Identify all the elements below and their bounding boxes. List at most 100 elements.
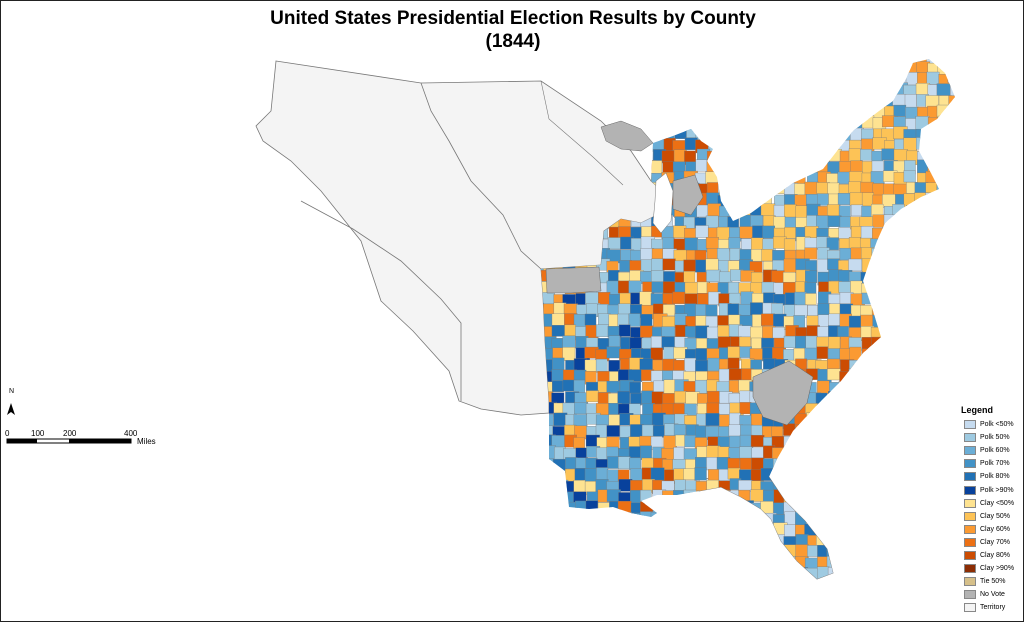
county-tile bbox=[697, 511, 709, 526]
county-tile bbox=[628, 71, 641, 85]
county-tile bbox=[915, 413, 928, 427]
county-tile bbox=[937, 545, 950, 560]
county-tile bbox=[608, 511, 621, 524]
county-tile bbox=[639, 291, 652, 306]
county-tile bbox=[848, 148, 862, 163]
county-tile bbox=[873, 557, 887, 571]
county-tile bbox=[904, 522, 917, 536]
county-tile bbox=[707, 390, 720, 405]
county-tile bbox=[916, 391, 931, 404]
county-tile bbox=[892, 535, 905, 548]
county-tile bbox=[838, 104, 852, 117]
county-tile bbox=[871, 489, 884, 504]
map-subtitle: (1844) bbox=[485, 31, 541, 52]
county-tile bbox=[728, 314, 742, 327]
county-tile bbox=[904, 412, 919, 426]
county-tile bbox=[728, 292, 741, 305]
county-tile bbox=[783, 436, 797, 450]
county-tile bbox=[772, 347, 784, 360]
county-tile bbox=[904, 401, 918, 414]
county-tile bbox=[816, 458, 829, 473]
county-tile bbox=[947, 237, 955, 251]
county-tile bbox=[760, 139, 775, 152]
county-tile bbox=[574, 60, 589, 75]
county-tile bbox=[806, 161, 819, 173]
legend-label: Clay 70% bbox=[980, 538, 1010, 546]
county-tile bbox=[705, 413, 720, 426]
county-tile bbox=[564, 525, 577, 540]
county-tile bbox=[760, 501, 774, 514]
county-tile bbox=[738, 325, 752, 338]
county-tile bbox=[541, 578, 554, 579]
county-tile bbox=[939, 159, 953, 174]
county-tile bbox=[904, 569, 917, 579]
county-tile bbox=[860, 181, 874, 194]
county-tile bbox=[554, 566, 568, 579]
county-tile bbox=[761, 281, 776, 295]
county-tile bbox=[717, 325, 730, 338]
county-tile bbox=[838, 83, 853, 97]
county-tile bbox=[662, 72, 676, 85]
county-tile bbox=[881, 95, 894, 108]
county-tile bbox=[783, 171, 796, 185]
county-tile bbox=[674, 313, 688, 327]
county-tile bbox=[705, 426, 720, 439]
county-tile bbox=[706, 269, 721, 282]
county-tile bbox=[872, 61, 886, 76]
county-tile bbox=[881, 491, 894, 505]
county-tile bbox=[959, 62, 972, 75]
county-tile bbox=[618, 512, 632, 525]
county-tile bbox=[960, 227, 974, 241]
county-tile bbox=[729, 138, 742, 152]
county-tile bbox=[686, 511, 700, 526]
county-tile bbox=[728, 524, 741, 539]
county-tile bbox=[650, 533, 663, 548]
county-tile bbox=[542, 557, 556, 571]
scale-tick-400: 400 bbox=[124, 429, 138, 438]
county-tile bbox=[532, 591, 544, 602]
county-tile bbox=[905, 448, 920, 463]
county-tile bbox=[553, 524, 568, 537]
county-tile bbox=[859, 371, 873, 384]
county-tile bbox=[695, 62, 710, 77]
county-tile bbox=[562, 347, 576, 361]
county-tile bbox=[573, 480, 586, 492]
county-tile bbox=[870, 259, 883, 274]
county-tile bbox=[937, 115, 952, 130]
county-tile bbox=[606, 425, 620, 437]
county-tile bbox=[947, 260, 955, 274]
county-tile bbox=[839, 116, 855, 131]
county-tile bbox=[707, 63, 722, 77]
county-tile bbox=[718, 591, 731, 603]
county-tile bbox=[871, 545, 885, 558]
county-tile bbox=[706, 326, 719, 340]
county-tile bbox=[750, 535, 765, 549]
county-tile bbox=[597, 545, 612, 559]
county-tile bbox=[719, 171, 732, 184]
county-tile bbox=[543, 567, 555, 579]
county-tile bbox=[906, 490, 920, 505]
county-tile bbox=[584, 313, 597, 326]
legend-swatch bbox=[964, 498, 976, 508]
county-tile bbox=[784, 107, 797, 121]
county-tile bbox=[862, 95, 874, 109]
county-tile bbox=[749, 348, 763, 361]
county-tile bbox=[893, 104, 907, 117]
county-tile bbox=[761, 249, 774, 262]
county-tile bbox=[674, 558, 688, 573]
county-tile bbox=[881, 148, 895, 161]
county-tile bbox=[926, 313, 939, 327]
legend-label: Territory bbox=[980, 604, 1006, 612]
county-tile bbox=[948, 358, 955, 371]
county-tile bbox=[947, 337, 955, 352]
county-tile bbox=[828, 589, 842, 601]
county-tile bbox=[752, 591, 764, 605]
county-tile bbox=[683, 489, 697, 502]
county-tile bbox=[795, 511, 807, 526]
county-tile bbox=[949, 104, 955, 119]
county-tile bbox=[606, 83, 619, 96]
county-tile bbox=[840, 590, 852, 604]
county-tile bbox=[684, 535, 697, 549]
county-tile bbox=[961, 74, 972, 86]
county-tile bbox=[937, 324, 951, 339]
